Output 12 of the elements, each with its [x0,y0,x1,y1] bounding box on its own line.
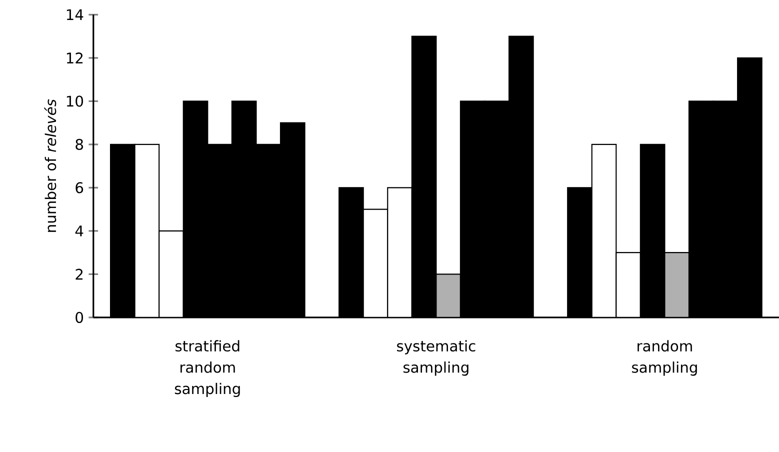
y-tick-label: 2 [76,268,83,280]
y-tick-label: 10 [66,96,84,107]
y-tick-label: 14 [66,9,84,20]
y-tick-label: 6 [76,182,84,194]
y-tick-label: 4 [75,226,84,236]
x-tick-label: random sampling [632,340,697,376]
y-tick-label: 12 [66,52,83,64]
y-tick-label: 8 [76,138,83,150]
y-tick-label: 0 [76,312,84,323]
x-tick-label: stratified random sampling [174,340,240,397]
y-axis-title: number of relevés [44,99,56,232]
x-tick-label: systematic sampling [397,340,476,376]
